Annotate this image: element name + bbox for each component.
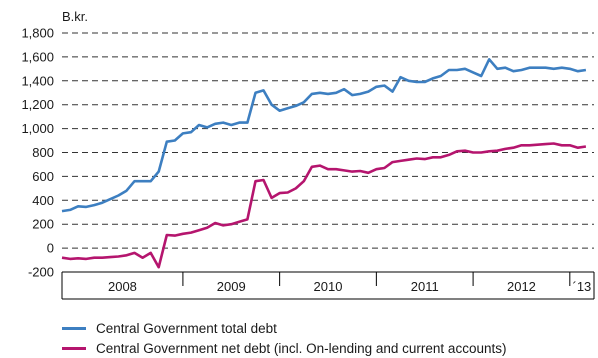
y-tick-label: 1,800 — [21, 26, 54, 41]
x-tick-label: 2009 — [217, 279, 246, 294]
unit-label: B.kr. — [62, 9, 88, 24]
y-tick-label: 400 — [32, 193, 54, 208]
series-line-1 — [61, 57, 587, 213]
legend: Central Government total debt Central Go… — [62, 318, 506, 358]
x-tick-label: 2010 — [314, 279, 343, 294]
series-line-2 — [61, 142, 587, 269]
x-axis: 2008 2009 2010 2011 2012 ´13 — [61, 271, 595, 300]
legend-label-net-debt: Central Government net debt (incl. On-le… — [96, 340, 507, 356]
y-tick-label: 1,200 — [21, 97, 54, 112]
x-tick-label: 2012 — [507, 279, 536, 294]
x-tick-label: ´13 — [573, 279, 592, 294]
line-chart: B.kr. -200 0 200 400 600 800 1,000 1,200 1,400 1,… — [21, 9, 595, 300]
legend-swatch-total-debt — [62, 326, 86, 330]
legend-swatch-net-debt — [62, 346, 86, 350]
x-tick-label: 2008 — [108, 279, 137, 294]
y-tick-label: 1,400 — [21, 73, 54, 88]
legend-item-net-debt: Central Government net debt (incl. On-le… — [62, 338, 506, 358]
legend-label-total-debt: Central Government total debt — [96, 320, 277, 336]
y-axis-ticks: -200 0 200 400 600 800 1,000 1,200 1,400 1,600 1,8… — [21, 26, 54, 280]
y-tick-label: 0 — [47, 241, 54, 256]
gridlines — [62, 32, 594, 249]
y-tick-label: 600 — [32, 169, 54, 184]
y-tick-label: 800 — [32, 145, 54, 160]
y-tick-label: 1,000 — [21, 121, 54, 136]
legend-item-total-debt: Central Government total debt — [62, 318, 506, 338]
x-tick-label: 2011 — [411, 279, 439, 294]
y-tick-label: -200 — [28, 265, 54, 280]
series-lines — [61, 57, 587, 269]
y-tick-label: 200 — [32, 217, 54, 232]
y-tick-label: 1,600 — [21, 49, 54, 64]
